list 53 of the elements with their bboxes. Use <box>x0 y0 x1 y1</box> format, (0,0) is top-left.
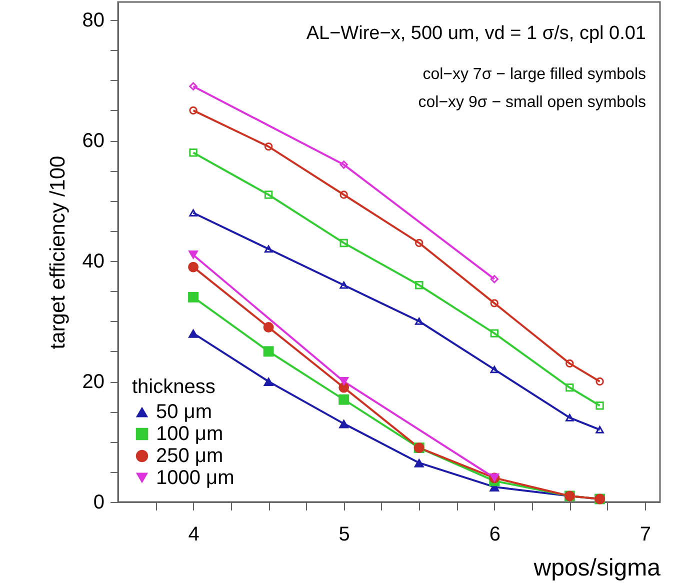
point <box>490 366 498 374</box>
point <box>338 376 350 386</box>
point <box>264 190 273 199</box>
x-tick-label: 4 <box>188 524 200 546</box>
point <box>188 328 199 338</box>
point <box>566 383 574 392</box>
point <box>264 142 273 151</box>
point <box>490 329 498 338</box>
legend-label: 250 μm <box>156 445 224 467</box>
x-axis-title: wpos/sigma <box>532 554 662 582</box>
point <box>188 262 199 272</box>
x-tick-label: 6 <box>489 524 500 546</box>
point <box>263 376 274 386</box>
point <box>263 322 274 333</box>
point <box>566 414 574 422</box>
legend-label: 100 μm <box>156 423 224 445</box>
point <box>596 402 604 410</box>
point <box>596 426 604 434</box>
point <box>340 238 348 248</box>
point <box>566 359 574 368</box>
point <box>415 318 424 325</box>
point <box>414 458 424 468</box>
point <box>189 148 198 157</box>
y-tick-label: 60 <box>82 130 104 152</box>
annotation: col−xy 9σ − small open symbols <box>418 94 646 111</box>
legend-label: 1000 μm <box>156 467 234 489</box>
y-tick-label: 0 <box>93 492 104 514</box>
point <box>338 382 350 393</box>
point <box>188 292 199 302</box>
point <box>415 238 424 248</box>
point <box>188 250 199 260</box>
y-axis-title: target efficiency /100 <box>46 156 70 350</box>
x-tick-label: 7 <box>640 524 652 546</box>
point <box>490 275 498 284</box>
point <box>264 245 273 253</box>
point <box>338 394 350 405</box>
y-tick-label: 20 <box>82 371 104 394</box>
point <box>490 299 498 308</box>
point <box>189 82 198 90</box>
point <box>189 209 198 216</box>
point <box>338 419 350 428</box>
point <box>340 281 348 289</box>
point <box>263 346 274 357</box>
x-tick-label: 5 <box>338 524 350 546</box>
legend-label: 50 μm <box>156 401 212 423</box>
point <box>415 281 424 290</box>
y-tick-label: 40 <box>82 250 104 273</box>
point <box>340 190 348 199</box>
point <box>340 160 348 169</box>
legend-title: thickness <box>132 376 216 398</box>
y-tick-label: 80 <box>82 10 104 32</box>
annotation: AL−Wire−x, 500 um, vd = 1 σ/s, cpl 0.01 <box>306 23 646 44</box>
annotation: col−xy 7σ − large filled symbols <box>422 66 646 83</box>
